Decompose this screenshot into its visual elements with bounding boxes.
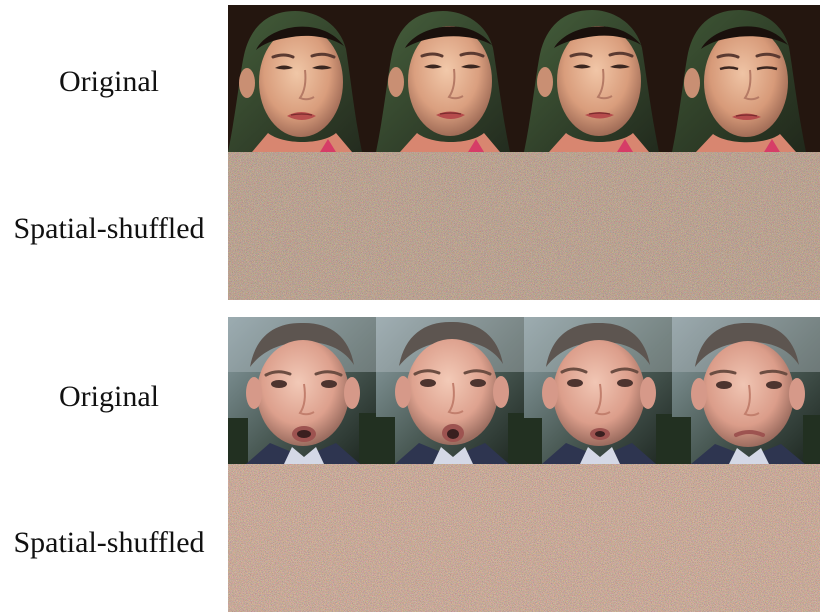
man-face-frame-1 <box>228 317 376 464</box>
row-label-original-2: Original <box>59 380 159 413</box>
woman-face-frame-1 <box>228 5 376 152</box>
spatial-shuffled-panel-2 <box>228 464 820 612</box>
row-label-shuffled-1: Spatial-shuffled <box>13 212 205 245</box>
row-label-shuffled-2: Spatial-shuffled <box>13 526 205 559</box>
woman-face-frame-4 <box>672 5 820 152</box>
man-face-frame-3 <box>524 317 672 464</box>
original-frames-panel-1 <box>228 5 820 152</box>
row-label-original-1: Original <box>59 65 159 98</box>
original-frames-panel-2 <box>228 317 820 464</box>
woman-face-frame-3 <box>524 5 672 152</box>
woman-face-frame-2 <box>376 5 524 152</box>
man-face-frame-2 <box>376 317 524 464</box>
man-face-frame-4 <box>672 317 820 464</box>
spatial-shuffled-panel-1 <box>228 152 820 300</box>
